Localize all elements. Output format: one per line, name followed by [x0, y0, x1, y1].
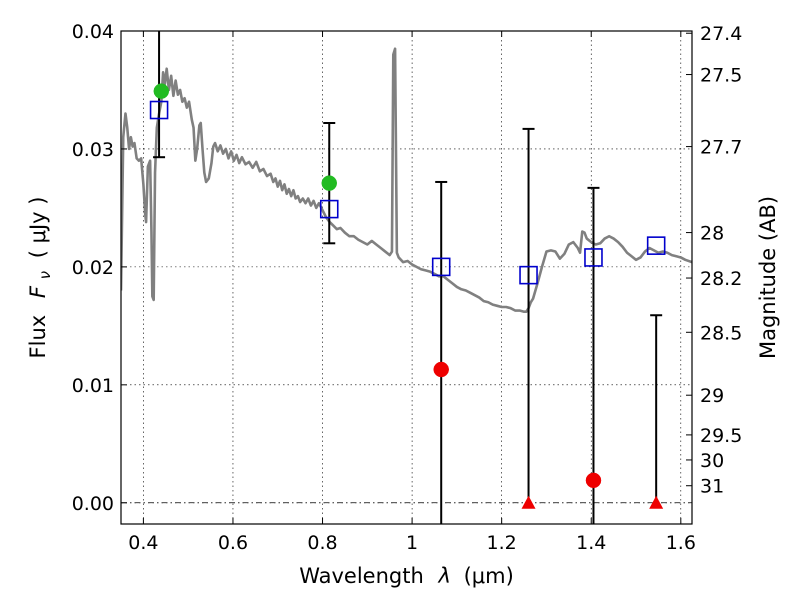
y-axis-label-right: Magnitude (AB) — [756, 196, 780, 359]
series-circle — [433, 361, 602, 489]
right-tick-label: 27.5 — [700, 65, 742, 87]
right-tick-label: 30 — [700, 450, 724, 472]
model-flux-square — [149, 100, 169, 120]
model-flux-square — [519, 265, 538, 285]
upper-limit-triangle — [649, 495, 664, 509]
x-axis-label-symbol: λ — [437, 564, 450, 588]
right-tick-label: 31 — [700, 476, 724, 498]
observed-flux-point — [321, 175, 337, 191]
x-tick-label: 1.4 — [576, 532, 606, 554]
observed-flux-point — [153, 83, 170, 99]
observed-flux-point — [433, 361, 449, 378]
y-axis-label-unit: ( μJy ) — [26, 197, 50, 259]
y-tick-label: 0.00 — [72, 493, 114, 515]
data-series — [121, 31, 692, 524]
x-tick-label: 0.8 — [307, 532, 337, 554]
x-tick-label: 0.6 — [218, 532, 248, 554]
y-tick-label: 0.04 — [72, 21, 114, 43]
model-spectrum-line — [121, 47, 692, 313]
y-axis-label: Flux F ν ( μJy ) — [26, 197, 55, 359]
x-axis-label-unit: (μm) — [464, 564, 514, 588]
plot-frame — [120, 30, 693, 525]
x-axis-label: Wavelength λ (μm) — [299, 564, 514, 588]
y-tick-label: 0.02 — [72, 257, 114, 279]
series-triangle — [521, 495, 664, 509]
right-tick-label: 28 — [700, 223, 724, 245]
y-axis-label-subscript: ν — [36, 271, 54, 279]
model-flux-square — [319, 199, 339, 219]
right-tick-label: 29.5 — [700, 425, 742, 447]
y-tick-label: 0.03 — [72, 139, 114, 161]
x-axis-label-prefix: Wavelength — [299, 564, 424, 588]
x-tick-label: 1.2 — [487, 532, 517, 554]
right-tick-label: 29 — [700, 385, 724, 407]
series-line — [121, 47, 692, 313]
series-open-square — [149, 100, 666, 285]
axis-ticks: 0.4 0.6 0.8 1 1.2 1.4 1.6 0.00 0.01 0.02 0.03 0.04 2… — [72, 21, 743, 554]
y-axis-label-symbol: F — [26, 285, 50, 298]
x-tick-label: 0.4 — [128, 532, 158, 554]
right-tick-label: 27.4 — [700, 23, 742, 45]
x-tick-label: 1.6 — [666, 532, 696, 554]
model-flux-square — [584, 248, 603, 267]
model-flux-square — [646, 236, 666, 255]
x-tick-label: 1 — [406, 532, 418, 554]
series-errorbar — [153, 31, 663, 524]
right-tick-label: 28.2 — [700, 268, 742, 290]
right-tick-label: 28.5 — [700, 322, 742, 344]
observed-flux-point — [585, 472, 602, 489]
y-axis-label-prefix: Flux — [26, 315, 50, 359]
right-tick-label: 27.7 — [700, 137, 742, 159]
series-circle — [153, 83, 337, 191]
model-flux-square — [431, 257, 451, 277]
upper-limit-triangle — [521, 495, 536, 509]
y-tick-label: 0.01 — [72, 375, 114, 397]
